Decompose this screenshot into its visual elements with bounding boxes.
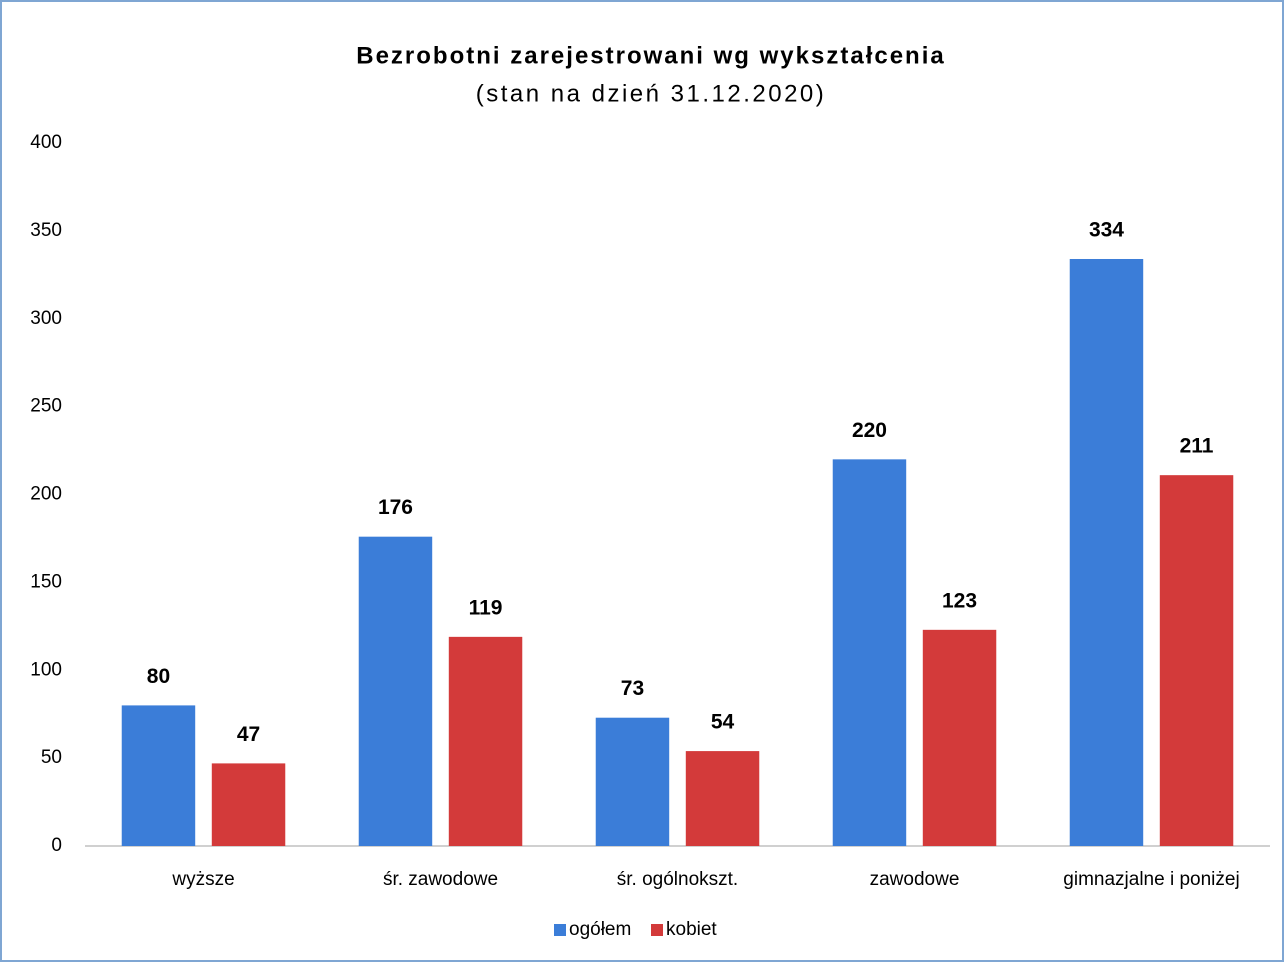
value-label: 211 <box>1180 435 1214 458</box>
bar <box>358 536 433 846</box>
value-label: 176 <box>378 496 413 519</box>
y-tick-label: 250 <box>30 396 62 417</box>
y-tick-label: 300 <box>30 308 62 329</box>
legend-swatch <box>554 924 566 936</box>
x-tick-label: śr. ogólnokszt. <box>617 869 738 890</box>
bar <box>685 751 760 846</box>
bar <box>1159 475 1234 846</box>
bar <box>121 705 196 846</box>
x-tick-label: gimnazjalne i poniżej <box>1063 869 1239 890</box>
y-tick-label: 150 <box>30 571 62 592</box>
value-label: 54 <box>711 711 735 734</box>
value-label: 123 <box>942 589 977 612</box>
bar <box>832 459 907 846</box>
legend-swatch <box>651 924 663 936</box>
chart-title: Bezrobotni zarejestrowani wg wykształcen… <box>356 42 945 69</box>
value-label: 73 <box>621 677 644 700</box>
bar <box>595 717 670 846</box>
y-tick-label: 0 <box>51 835 62 856</box>
value-label: 80 <box>147 665 170 688</box>
y-tick-label: 400 <box>30 132 62 153</box>
bar <box>448 636 523 846</box>
chart-subtitle: (stan na dzień 31.12.2020) <box>476 80 827 107</box>
bar <box>211 763 286 846</box>
bar <box>922 629 997 846</box>
x-tick-label: wyższe <box>171 869 234 890</box>
y-tick-label: 100 <box>30 659 62 680</box>
bar <box>1069 258 1144 846</box>
value-label: 220 <box>852 419 887 442</box>
y-tick-label: 50 <box>41 747 62 768</box>
y-tick-label: 200 <box>30 484 62 505</box>
value-label: 47 <box>237 723 260 746</box>
value-label: 334 <box>1089 219 1124 242</box>
value-label: 119 <box>469 596 503 619</box>
x-tick-label: śr. zawodowe <box>383 869 498 890</box>
legend-label: ogółem <box>569 919 631 940</box>
legend-label: kobiet <box>666 919 717 940</box>
y-tick-label: 350 <box>30 220 62 241</box>
x-tick-label: zawodowe <box>870 869 960 890</box>
